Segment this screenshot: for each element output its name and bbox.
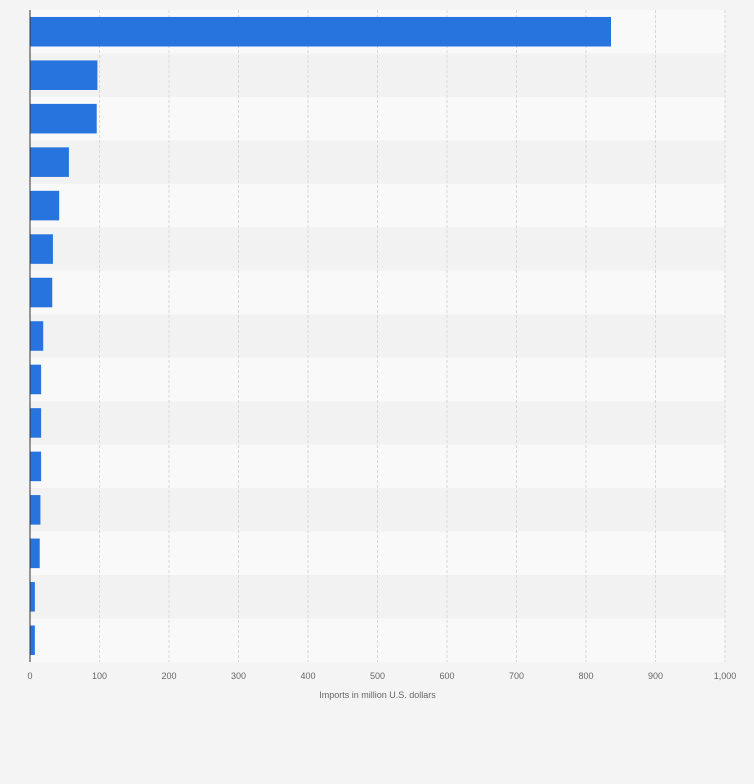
bar <box>30 582 35 612</box>
x-tick-label: 100 <box>92 671 107 681</box>
row-band <box>30 96 725 141</box>
bar <box>30 321 44 351</box>
bar <box>30 625 35 656</box>
bar <box>30 60 98 90</box>
x-tick-label: 700 <box>509 671 524 681</box>
x-tick-label: 0 <box>27 671 32 681</box>
bar <box>30 103 97 134</box>
x-tick-label: 900 <box>648 671 663 681</box>
bar <box>30 147 69 177</box>
row-band <box>30 357 725 402</box>
bar <box>30 451 42 482</box>
bar <box>30 538 40 569</box>
x-tick-label: 600 <box>439 671 454 681</box>
x-tick-label: 500 <box>370 671 385 681</box>
x-tick-label: 800 <box>578 671 593 681</box>
bar <box>30 277 53 308</box>
x-tick-label: 300 <box>231 671 246 681</box>
x-tick-label: 200 <box>161 671 176 681</box>
x-tick-label: 1,000 <box>714 671 737 681</box>
bar <box>30 408 42 438</box>
bar <box>30 234 53 264</box>
x-tick-labels: 0 100 200 300 400 500 600 700 800 900 1,000 <box>27 671 736 681</box>
bar <box>30 364 42 395</box>
x-tick-label: 400 <box>300 671 315 681</box>
bars <box>30 16 612 656</box>
bar <box>30 190 60 221</box>
bar <box>30 495 41 525</box>
row-band <box>30 227 725 271</box>
bar <box>30 16 612 47</box>
gridlines <box>99 10 726 662</box>
x-axis-title: Imports in million U.S. dollars <box>319 690 436 700</box>
row-band <box>30 531 725 576</box>
